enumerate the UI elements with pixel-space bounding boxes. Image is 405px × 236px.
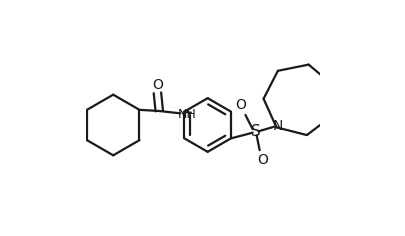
- Text: O: O: [256, 153, 267, 167]
- Text: O: O: [151, 78, 162, 92]
- Text: N: N: [272, 119, 282, 133]
- Text: NH: NH: [177, 108, 196, 121]
- Text: S: S: [250, 125, 260, 139]
- Text: O: O: [235, 98, 245, 112]
